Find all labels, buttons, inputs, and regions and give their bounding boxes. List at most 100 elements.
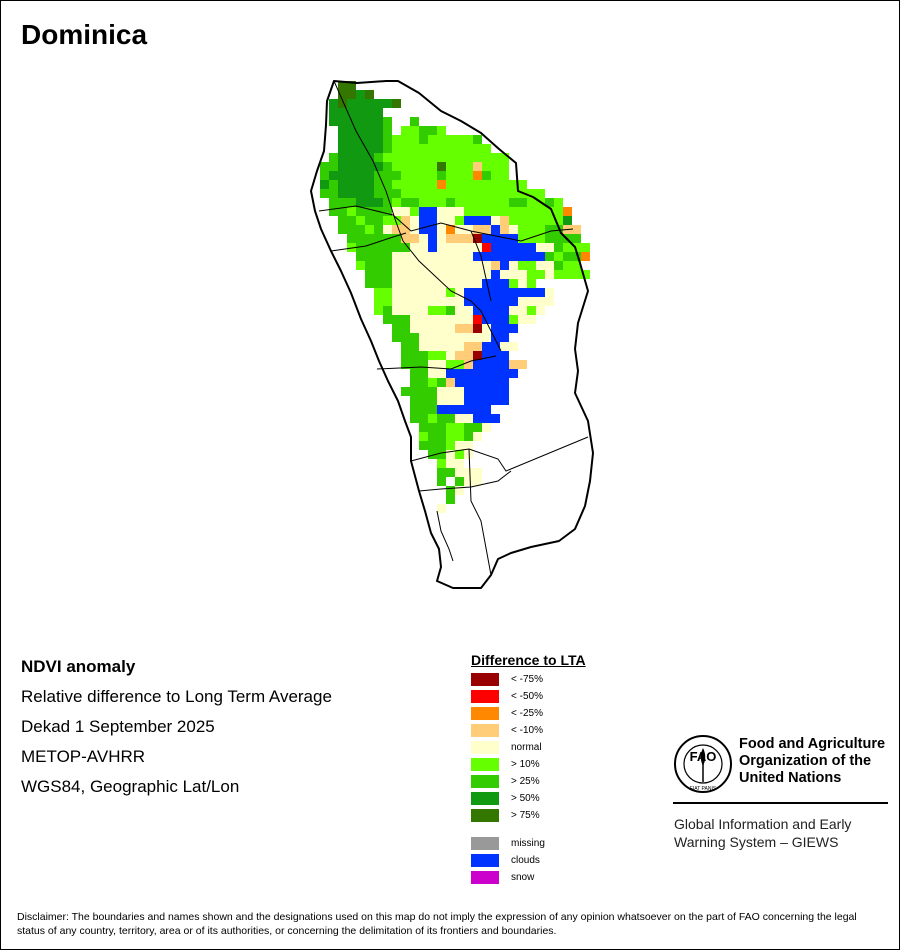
ndvi-grid bbox=[320, 81, 590, 513]
ndvi-cell bbox=[500, 360, 509, 369]
ndvi-cell bbox=[518, 207, 527, 216]
ndvi-cell bbox=[482, 378, 491, 387]
ndvi-cell bbox=[437, 270, 446, 279]
ndvi-cell bbox=[401, 252, 410, 261]
ndvi-cell bbox=[356, 180, 365, 189]
ndvi-cell bbox=[401, 153, 410, 162]
ndvi-cell bbox=[401, 216, 410, 225]
ndvi-cell bbox=[464, 387, 473, 396]
ndvi-cell bbox=[410, 162, 419, 171]
ndvi-cell bbox=[464, 414, 473, 423]
ndvi-cell bbox=[446, 396, 455, 405]
ndvi-cell bbox=[464, 216, 473, 225]
ndvi-cell bbox=[428, 432, 437, 441]
ndvi-cell bbox=[464, 450, 473, 459]
ndvi-cell bbox=[500, 153, 509, 162]
ndvi-cell bbox=[401, 288, 410, 297]
legend-label: < -50% bbox=[511, 691, 543, 702]
ndvi-cell bbox=[509, 315, 518, 324]
ndvi-cell bbox=[482, 306, 491, 315]
ndvi-cell bbox=[410, 396, 419, 405]
ndvi-cell bbox=[536, 270, 545, 279]
ndvi-cell bbox=[419, 351, 428, 360]
ndvi-cell bbox=[374, 243, 383, 252]
ndvi-cell bbox=[455, 369, 464, 378]
ndvi-cell bbox=[491, 360, 500, 369]
ndvi-cell bbox=[437, 324, 446, 333]
ndvi-cell bbox=[437, 207, 446, 216]
ndvi-cell bbox=[491, 225, 500, 234]
ndvi-cell bbox=[455, 297, 464, 306]
ndvi-cell bbox=[554, 261, 563, 270]
ndvi-cell bbox=[455, 171, 464, 180]
ndvi-cell bbox=[437, 342, 446, 351]
ndvi-cell bbox=[545, 243, 554, 252]
ndvi-cell bbox=[509, 189, 518, 198]
ndvi-cell bbox=[446, 243, 455, 252]
ndvi-cell bbox=[464, 342, 473, 351]
ndvi-cell bbox=[464, 441, 473, 450]
info-period: Dekad 1 September 2025 bbox=[21, 717, 215, 736]
ndvi-cell bbox=[356, 117, 365, 126]
ndvi-cell bbox=[464, 270, 473, 279]
ndvi-cell bbox=[347, 126, 356, 135]
ndvi-cell bbox=[392, 189, 401, 198]
ndvi-cell bbox=[428, 423, 437, 432]
ndvi-cell bbox=[509, 243, 518, 252]
ndvi-cell bbox=[437, 468, 446, 477]
ndvi-cell bbox=[509, 270, 518, 279]
ndvi-cell bbox=[446, 306, 455, 315]
ndvi-cell bbox=[473, 369, 482, 378]
ndvi-cell bbox=[446, 423, 455, 432]
boundary-line-4 bbox=[402, 240, 502, 352]
ndvi-cell bbox=[464, 333, 473, 342]
ndvi-cell bbox=[437, 279, 446, 288]
ndvi-cell bbox=[455, 441, 464, 450]
ndvi-cell bbox=[473, 477, 482, 486]
ndvi-cell bbox=[446, 486, 455, 495]
ndvi-cell bbox=[428, 279, 437, 288]
ndvi-cell bbox=[464, 279, 473, 288]
ndvi-cell bbox=[527, 270, 536, 279]
ndvi-cell bbox=[464, 378, 473, 387]
ndvi-cell bbox=[365, 198, 374, 207]
ndvi-cell bbox=[437, 153, 446, 162]
ndvi-cell bbox=[419, 216, 428, 225]
ndvi-cell bbox=[419, 333, 428, 342]
ndvi-cell bbox=[329, 207, 338, 216]
ndvi-cell bbox=[482, 234, 491, 243]
ndvi-cell bbox=[473, 324, 482, 333]
ndvi-cell bbox=[545, 198, 554, 207]
ndvi-cell bbox=[419, 135, 428, 144]
ndvi-cell bbox=[446, 333, 455, 342]
ndvi-cell bbox=[455, 486, 464, 495]
ndvi-cell bbox=[536, 297, 545, 306]
ndvi-cell bbox=[428, 153, 437, 162]
ndvi-cell bbox=[473, 288, 482, 297]
ndvi-cell bbox=[446, 351, 455, 360]
ndvi-cell bbox=[482, 414, 491, 423]
ndvi-cell bbox=[419, 189, 428, 198]
ndvi-cell bbox=[446, 198, 455, 207]
ndvi-cell bbox=[410, 234, 419, 243]
ndvi-cell bbox=[437, 234, 446, 243]
ndvi-cell bbox=[482, 324, 491, 333]
ndvi-cell bbox=[473, 432, 482, 441]
ndvi-cell bbox=[338, 216, 347, 225]
ndvi-cell bbox=[464, 135, 473, 144]
ndvi-cell bbox=[365, 207, 374, 216]
ndvi-cell bbox=[446, 252, 455, 261]
ndvi-cell bbox=[518, 225, 527, 234]
ndvi-cell bbox=[581, 243, 590, 252]
ndvi-cell bbox=[491, 207, 500, 216]
ndvi-cell bbox=[437, 162, 446, 171]
giews-line: Global Information and Early bbox=[674, 816, 852, 832]
ndvi-cell bbox=[392, 234, 401, 243]
ndvi-cell bbox=[473, 189, 482, 198]
ndvi-cell bbox=[374, 99, 383, 108]
ndvi-cell bbox=[455, 405, 464, 414]
ndvi-cell bbox=[374, 306, 383, 315]
ndvi-cell bbox=[437, 414, 446, 423]
boundary-line-6 bbox=[376, 355, 497, 370]
ndvi-cell bbox=[401, 333, 410, 342]
